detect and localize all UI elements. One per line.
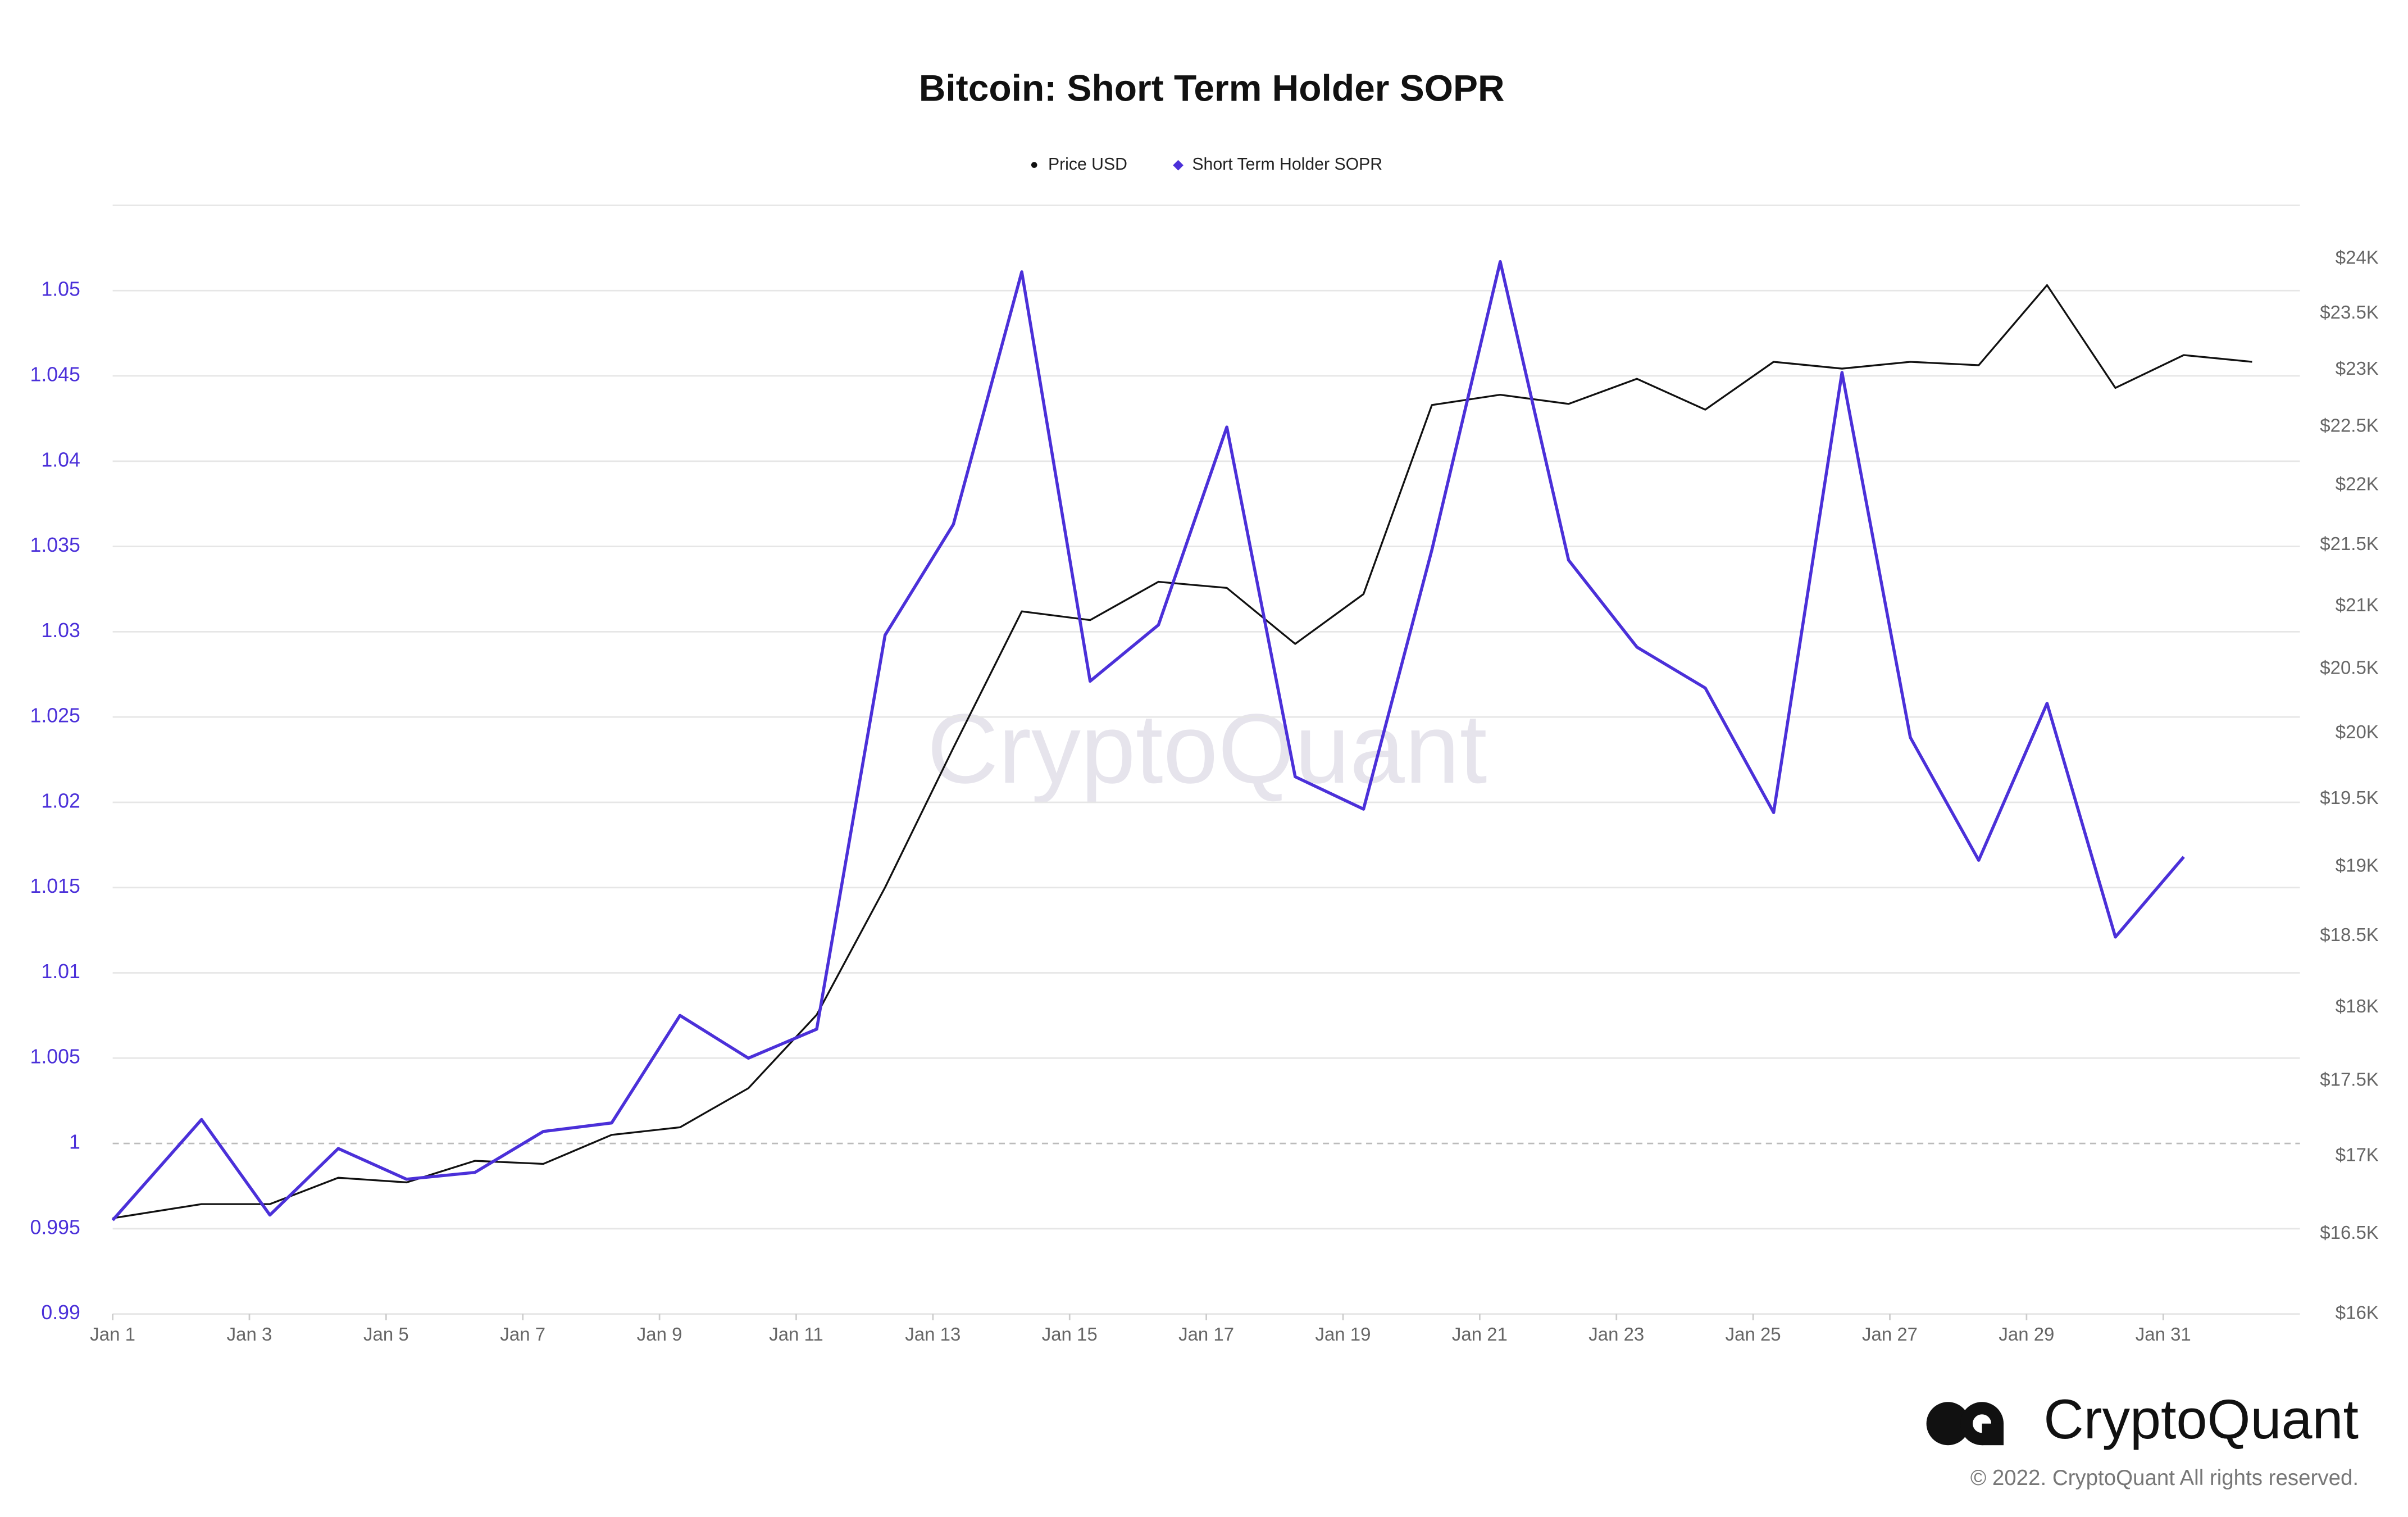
y2-tick-label: $24K [2336, 247, 2379, 268]
x-tick-label: Jan 17 [1178, 1324, 1234, 1345]
y2-tick-label: $23.5K [2320, 302, 2379, 323]
y-tick-label: 1.04 [41, 448, 80, 471]
y-tick-label: 1.035 [30, 534, 80, 556]
y2-tick-label: $20K [2336, 721, 2379, 742]
y-tick-label: 0.995 [30, 1216, 80, 1238]
y2-tick-label: $18K [2336, 996, 2379, 1016]
x-tick-label: Jan 13 [905, 1324, 961, 1345]
legend: ● Price USD ◆ Short Term Holder SOPR [1030, 155, 1382, 174]
y-tick-label: 1.05 [41, 278, 80, 301]
y-tick-label: 1.01 [41, 960, 80, 983]
y2-tick-label: $21K [2336, 594, 2379, 615]
x-tick-label: Jan 27 [1862, 1324, 1918, 1345]
y2-tick-label: $20.5K [2320, 657, 2379, 678]
y2-tick-label: $16K [2336, 1302, 2379, 1323]
x-tick-label: Jan 19 [1315, 1324, 1371, 1345]
y-tick-label: 1.005 [30, 1046, 80, 1068]
series-line [111, 260, 2185, 1221]
y-tick-label: 1.015 [30, 875, 80, 897]
x-tick-label: Jan 21 [1452, 1324, 1508, 1345]
x-tick-label: Jan 5 [363, 1324, 409, 1345]
y2-tick-label: $19.5K [2320, 787, 2379, 808]
x-tick-label: Jan 7 [500, 1324, 545, 1345]
x-tick-label: Jan 1 [90, 1324, 135, 1345]
legend-label: Price USD [1048, 155, 1127, 174]
x-tick-label: Jan 25 [1726, 1324, 1781, 1345]
y-tick-label: 1.045 [30, 363, 80, 385]
y2-tick-label: $23K [2336, 358, 2379, 379]
x-tick-label: Jan 3 [227, 1324, 272, 1345]
x-tick-label: Jan 15 [1042, 1324, 1098, 1345]
legend-label: Short Term Holder SOPR [1192, 155, 1382, 174]
y-tick-label: 1.025 [30, 705, 80, 727]
chart-title: Bitcoin: Short Term Holder SOPR [919, 67, 1505, 109]
y-tick-label: 0.99 [41, 1301, 80, 1324]
y2-tick-label: $22K [2336, 474, 2379, 494]
x-tick-label: Jan 11 [769, 1324, 823, 1345]
copyright: © 2022. CryptoQuant All rights reserved. [1970, 1466, 2359, 1490]
y2-tick-label: $17K [2336, 1144, 2379, 1165]
legend-marker: ◆ [1173, 157, 1184, 172]
x-tick-label: Jan 31 [2136, 1324, 2191, 1345]
y-tick-label: 1 [69, 1131, 80, 1153]
brand-logo [1926, 1402, 2004, 1446]
series-line [112, 284, 2252, 1219]
y2-tick-label: $16.5K [2320, 1222, 2379, 1243]
legend-marker: ● [1030, 157, 1039, 172]
y-tick-label: 1.03 [41, 619, 80, 642]
y2-tick-label: $19K [2336, 855, 2379, 876]
y2-tick-label: $21.5K [2320, 533, 2379, 554]
brand: CryptoQuant [2043, 1388, 2359, 1450]
x-tick-label: Jan 29 [1999, 1324, 2054, 1345]
y2-tick-label: $18.5K [2320, 924, 2379, 945]
y2-tick-label: $17.5K [2320, 1069, 2379, 1089]
watermark: CryptoQuant [927, 694, 1487, 804]
x-tick-label: Jan 23 [1588, 1324, 1644, 1345]
y2-tick-label: $22.5K [2320, 415, 2379, 436]
x-tick-label: Jan 9 [637, 1324, 682, 1345]
y-tick-label: 1.02 [41, 789, 80, 812]
